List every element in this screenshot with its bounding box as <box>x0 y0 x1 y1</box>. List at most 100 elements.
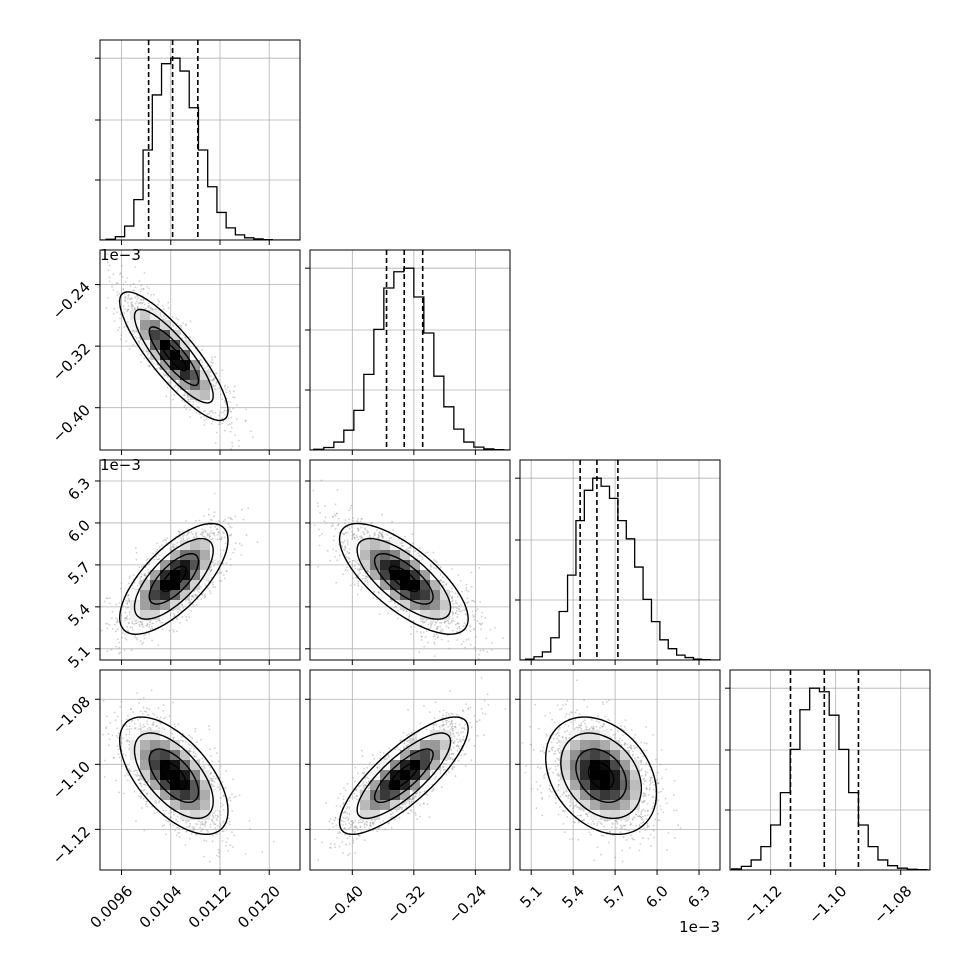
density-cell <box>420 590 430 600</box>
density-cell <box>430 740 440 750</box>
density-cell <box>410 780 420 790</box>
density-squares <box>130 540 220 620</box>
density-cell <box>150 790 160 800</box>
density-cell <box>390 540 400 550</box>
histogram-step-line <box>100 57 300 240</box>
density-cell <box>420 740 430 750</box>
density-cell <box>160 550 170 560</box>
density-cell <box>160 580 170 590</box>
density-cell <box>430 610 440 620</box>
density-cell <box>420 610 430 620</box>
density-cell <box>170 760 180 770</box>
density-cell <box>600 750 610 760</box>
density-cell <box>410 580 420 590</box>
density-cell <box>590 730 600 740</box>
density-cell <box>390 580 400 590</box>
density-cell <box>170 350 180 360</box>
density-panel-ticks-2-0 <box>95 480 270 665</box>
density-cell <box>200 370 210 380</box>
density-cell <box>390 750 400 760</box>
density-cell <box>180 770 190 780</box>
density-cell <box>400 560 410 570</box>
density-cell <box>170 770 180 780</box>
density-cell <box>390 790 400 800</box>
density-cell <box>610 770 620 780</box>
density-cell <box>150 780 160 790</box>
density-cell <box>430 730 440 740</box>
density-cell <box>180 760 190 770</box>
density-cell <box>620 790 630 800</box>
density-cell <box>560 770 570 780</box>
x-tick-label: 5.4 <box>558 882 588 912</box>
density-cell <box>420 570 430 580</box>
density-panel-ticks-3-0 <box>95 698 270 875</box>
density-cell <box>570 770 580 780</box>
density-cell <box>190 780 200 790</box>
density-cell <box>390 570 400 580</box>
density-cell <box>160 590 170 600</box>
density-squares <box>350 730 450 820</box>
contour <box>575 748 628 803</box>
density-cell <box>170 800 180 810</box>
y-offset-label: 1e−3 <box>100 246 141 264</box>
density-cell <box>410 610 420 620</box>
density-cell <box>400 760 410 770</box>
density-cell <box>380 770 390 780</box>
density-cell <box>370 580 380 590</box>
density-panel-ticks-3-1 <box>305 698 476 875</box>
panel-frame <box>99 249 301 451</box>
density-cell <box>210 390 220 400</box>
density-cell <box>390 780 400 790</box>
density-cell <box>170 790 180 800</box>
panel-frame <box>99 459 301 661</box>
y-tick-label: −1.10 <box>49 758 94 803</box>
y-tick-label: 5.4 <box>64 600 94 630</box>
contour <box>148 326 200 387</box>
density-cell <box>190 370 200 380</box>
density-cell <box>350 550 360 560</box>
density-cell <box>190 390 200 400</box>
density-cell <box>150 350 160 360</box>
density-cell <box>560 750 570 760</box>
density-cell <box>150 750 160 760</box>
density-cell <box>400 590 410 600</box>
density-cell <box>400 570 410 580</box>
density-cell <box>150 740 160 750</box>
density-cell <box>580 770 590 780</box>
density-squares <box>560 730 640 820</box>
density-cell <box>420 730 430 740</box>
density-cell <box>380 580 390 590</box>
contour <box>388 565 420 593</box>
density-cell <box>570 760 580 770</box>
density-cell <box>370 770 380 780</box>
density-panel-ticks-2-1 <box>305 480 476 665</box>
density-cell <box>390 550 400 560</box>
density-cell <box>160 770 170 780</box>
y-tick-label: −0.24 <box>49 278 94 323</box>
density-cell <box>380 790 390 800</box>
density-panel-ticks-3-2 <box>515 698 700 875</box>
density-cell <box>620 760 630 770</box>
contour-lines <box>118 291 229 422</box>
density-cell <box>140 580 150 590</box>
contour <box>118 291 229 422</box>
contour <box>373 552 434 605</box>
density-cell <box>170 590 180 600</box>
contour-lines <box>338 522 469 636</box>
density-cell <box>630 780 640 790</box>
contour <box>338 522 469 636</box>
density-cell <box>180 580 190 590</box>
density-cell <box>400 770 410 780</box>
density-cell <box>160 320 170 330</box>
density-cell <box>190 570 200 580</box>
density-cell <box>150 320 160 330</box>
density-cell <box>140 590 150 600</box>
density-cell <box>140 330 150 340</box>
density-cell <box>150 590 160 600</box>
density-cell <box>420 750 430 760</box>
density-cell <box>140 610 150 620</box>
histogram-panel-1 <box>305 250 510 455</box>
contour <box>338 716 469 835</box>
contour <box>356 537 452 620</box>
density-cell <box>610 810 620 820</box>
